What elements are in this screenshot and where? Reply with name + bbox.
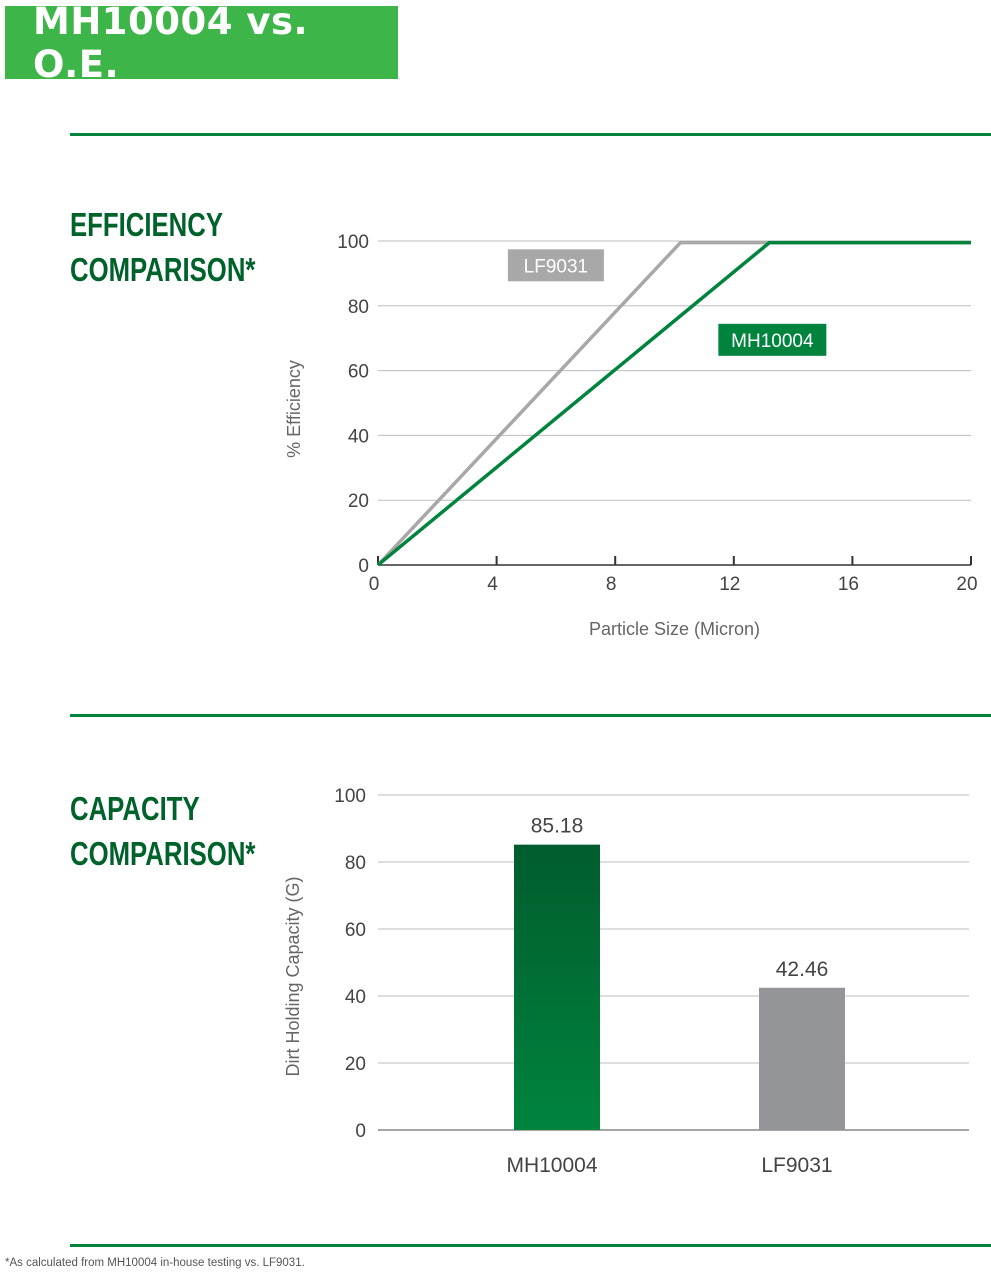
capacity-y-tick-label: 60 [345, 920, 366, 941]
efficiency-y-tick-label: 80 [348, 297, 369, 318]
efficiency-y-tick-label: 40 [348, 426, 369, 447]
efficiency-y-tick-label: 60 [348, 362, 369, 383]
divider-middle [70, 714, 991, 717]
efficiency-y-axis-title: % Efficiency [284, 360, 304, 458]
banner-title: MH10004 vs. O.E. [33, 0, 309, 86]
legend-box-lf9031 [507, 249, 604, 282]
efficiency-x-tick-label: 8 [606, 574, 617, 595]
efficiency-title-line2: COMPARISON* [70, 251, 256, 288]
efficiency-x-tick-label: 12 [719, 574, 740, 595]
capacity-title-line1: CAPACITY [70, 790, 200, 827]
divider-top [70, 133, 991, 136]
capacity-bar-mh10004 [514, 844, 600, 1130]
capacity-value-label: 85.18 [531, 815, 584, 838]
efficiency-series-line-mh10004 [376, 240, 971, 567]
legend-box-mh10004 [718, 323, 827, 356]
efficiency-y-tick-label: 100 [337, 232, 369, 253]
capacity-category-label: LF9031 [761, 1154, 832, 1177]
efficiency-section-title: EFFICIENCY COMPARISON* [70, 202, 255, 292]
efficiency-x-tick-label: 4 [487, 574, 498, 595]
capacity-y-tick-label: 40 [345, 987, 366, 1008]
capacity-y-tick-label: 100 [334, 786, 366, 807]
capacity-title-line2: COMPARISON* [70, 835, 256, 872]
capacity-y-tick-label: 80 [345, 853, 366, 874]
title-banner: MH10004 vs. O.E. [5, 0, 398, 86]
efficiency-y-tick-label: 20 [348, 491, 369, 512]
capacity-bar-lf9031 [759, 987, 845, 1130]
efficiency-series-line-lf9031 [376, 240, 971, 567]
capacity-y-axis-title: Dirt Holding Capacity (G) [283, 876, 303, 1076]
efficiency-x-tick-label: 16 [838, 574, 859, 595]
legend-label-lf9031: LF9031 [524, 256, 588, 277]
capacity-section-title: CAPACITY COMPARISON* [70, 786, 255, 876]
divider-bottom [70, 1244, 991, 1247]
efficiency-x-axis-title: Particle Size (Micron) [589, 619, 760, 639]
efficiency-x-tick-label: 0 [369, 574, 380, 595]
efficiency-x-tick-label: 20 [956, 574, 977, 595]
capacity-y-tick-label: 0 [355, 1121, 366, 1142]
legend-label-mh10004: MH10004 [731, 331, 814, 352]
efficiency-y-tick-label: 0 [358, 556, 369, 577]
capacity-y-tick-label: 20 [345, 1054, 366, 1075]
footnote: *As calculated from MH10004 in-house tes… [5, 1257, 305, 1269]
capacity-value-label: 42.46 [776, 958, 829, 981]
efficiency-title-line1: EFFICIENCY [70, 206, 224, 243]
capacity-category-label: MH10004 [506, 1154, 597, 1177]
